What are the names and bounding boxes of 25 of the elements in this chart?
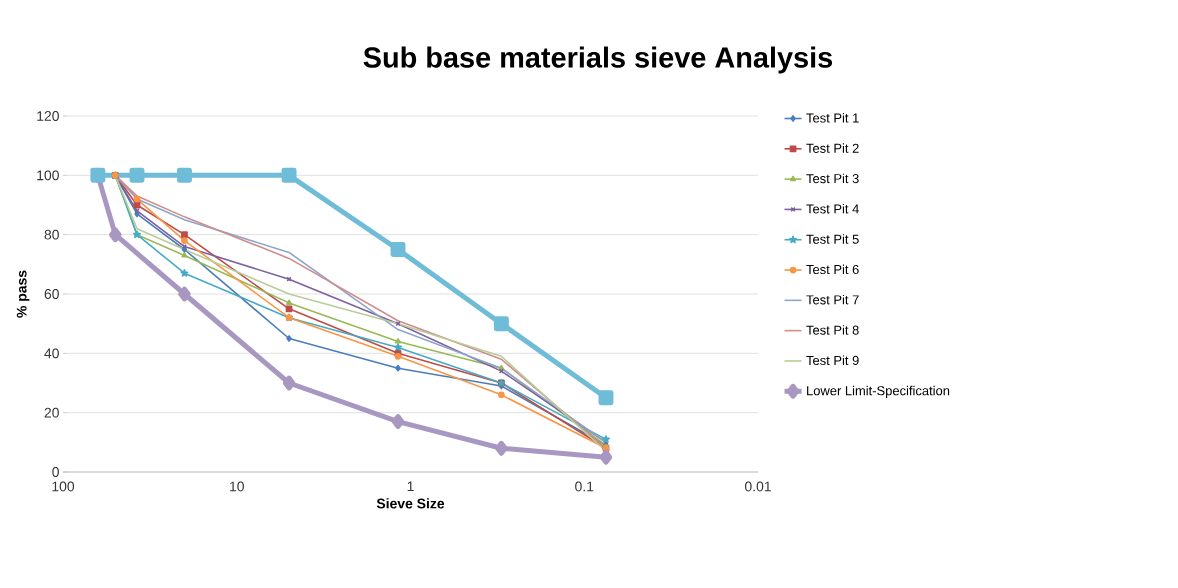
chart-title: Sub base materials sieve Analysis	[363, 46, 833, 74]
legend-label: Test Pit 8	[806, 325, 859, 335]
y-tick-label: 0	[52, 467, 59, 477]
x-tick-label: 10	[230, 481, 244, 492]
y-tick-label: 60	[44, 289, 59, 299]
x-tick-label: 1	[407, 481, 414, 492]
x-tick-label: 100	[52, 481, 75, 492]
y-tick-label: 120	[37, 111, 59, 121]
legend-label: Test Pit 4	[806, 203, 859, 214]
legend-label: Test Pit 5	[806, 234, 859, 244]
legend-label: Test Pit 1	[806, 113, 859, 123]
legend-label: Test Pit 3	[806, 173, 859, 184]
x-axis-title: Sieve Size	[376, 498, 445, 509]
legend-label: Test Pit 2	[806, 143, 859, 153]
legend-label: Test Pit 9	[806, 355, 859, 366]
legend-label: Lower Limit-Specification	[807, 385, 950, 398]
legend-label: Test Pit 7	[806, 294, 859, 305]
y-tick-label: 80	[44, 229, 59, 240]
x-tick-label: 0.1	[575, 481, 594, 492]
y-axis-title: % pass	[16, 270, 30, 318]
y-tick-label: 100	[37, 170, 59, 181]
y-tick-label: 40	[44, 348, 59, 359]
y-tick-label: 20	[44, 407, 59, 418]
x-tick-label: 0.01	[744, 481, 771, 492]
legend-label: Test Pit 6	[806, 264, 859, 275]
